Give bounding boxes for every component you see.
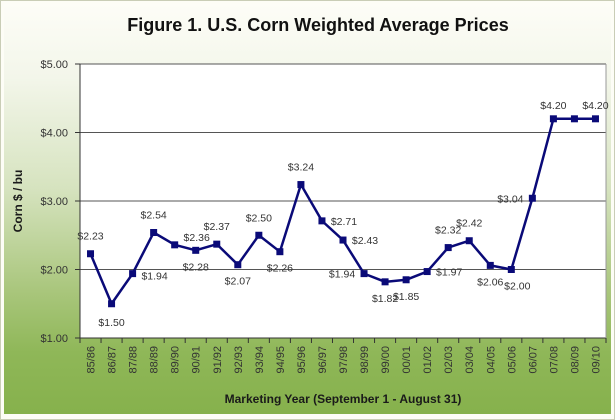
- x-tick-label: 97/98: [338, 346, 350, 374]
- y-axis-title: Corn $ / bu: [11, 170, 25, 233]
- data-label: $1.94: [329, 269, 355, 281]
- x-tick-label: 00/01: [401, 346, 413, 374]
- data-label: $2.28: [183, 261, 209, 273]
- x-tick-label: 85/86: [86, 346, 98, 374]
- data-label: $2.37: [204, 221, 230, 233]
- x-tick-label: 98/99: [359, 346, 371, 374]
- y-tick-label: $2.00: [40, 265, 68, 277]
- x-tick-label: 01/02: [422, 346, 434, 374]
- x-tick-label: 03/04: [464, 346, 476, 374]
- x-tick-label: 02/03: [443, 346, 455, 374]
- data-point-marker: [360, 270, 368, 278]
- data-label: $4.20: [540, 100, 566, 112]
- data-label: $2.26: [267, 263, 293, 275]
- data-point-marker: [171, 241, 179, 249]
- x-tick-label: 07/08: [548, 346, 560, 374]
- y-tick-label: $5.00: [40, 59, 68, 71]
- x-tick-label: 99/00: [380, 346, 392, 374]
- x-tick-label: 93/94: [254, 346, 266, 374]
- data-point-marker: [129, 270, 137, 278]
- x-tick-label: 89/90: [170, 346, 182, 374]
- chart-title: Figure 1. U.S. Corn Weighted Average Pri…: [127, 15, 508, 35]
- data-label: $2.07: [225, 276, 251, 288]
- x-tick-label: 88/89: [149, 346, 161, 374]
- data-label: $1.82: [372, 293, 398, 305]
- x-tick-label: 06/07: [527, 346, 539, 374]
- data-label: $2.71: [331, 216, 357, 228]
- y-tick-label: $1.00: [40, 333, 68, 345]
- data-point-marker: [528, 194, 536, 202]
- data-point-marker: [444, 244, 452, 252]
- data-label: $2.23: [77, 231, 103, 243]
- data-label: $2.00: [504, 281, 530, 293]
- series-layer: [87, 115, 599, 308]
- data-label: $1.94: [141, 271, 167, 283]
- data-point-marker: [381, 278, 389, 286]
- data-point-marker: [87, 250, 95, 258]
- x-tick-label: 04/05: [485, 346, 497, 374]
- data-label: $3.04: [497, 193, 523, 205]
- data-point-marker: [486, 261, 494, 269]
- x-tick-label: 87/88: [128, 346, 140, 374]
- data-label: $2.42: [456, 218, 482, 230]
- x-tick-label: 92/93: [233, 346, 245, 374]
- data-point-marker: [213, 240, 221, 248]
- data-point-marker: [276, 248, 284, 256]
- data-point-marker: [570, 115, 578, 123]
- x-tick-label: 90/91: [191, 346, 203, 374]
- y-tick-label: $4.00: [40, 128, 68, 140]
- data-label: $2.32: [435, 225, 461, 237]
- x-tick-label: 94/95: [275, 346, 287, 374]
- data-point-marker: [192, 246, 200, 254]
- gridlines: [80, 63, 606, 270]
- x-tick-label: 96/97: [317, 346, 329, 374]
- data-label: $2.36: [184, 232, 210, 244]
- x-axis-ticks: 85/86 86/87 87/88 88/89 89/90 90/91 91/92 92/93…: [79, 338, 607, 374]
- data-label: $3.24: [288, 162, 314, 174]
- data-point-marker: [318, 217, 326, 225]
- data-point-marker: [423, 268, 431, 276]
- data-point-marker: [255, 231, 263, 239]
- x-tick-label: 95/96: [296, 346, 308, 374]
- data-label: $1.97: [436, 267, 462, 279]
- y-axis-ticks: $1.00 $2.00 $3.00 $4.00 $5.00: [40, 59, 80, 345]
- x-axis-title: Marketing Year (September 1 - August 31): [225, 392, 462, 406]
- x-tick-label: 09/10: [590, 346, 602, 374]
- data-label: $2.06: [477, 276, 503, 288]
- x-tick-label: 91/92: [212, 346, 224, 374]
- data-label: $1.85: [393, 291, 419, 303]
- x-tick-label: 86/87: [107, 346, 119, 374]
- data-point-marker: [507, 266, 515, 273]
- data-point-marker: [465, 237, 473, 245]
- data-point-marker: [591, 115, 599, 123]
- data-labels: $2.23 $1.50 $1.94 $2.54 $2.36 $2.28 $2.37 $2.07…: [77, 100, 608, 329]
- x-tick-label: 05/06: [506, 346, 518, 374]
- data-label: $2.43: [352, 235, 378, 247]
- data-label: $2.50: [246, 212, 272, 224]
- y-tick-label: $3.00: [40, 196, 68, 208]
- data-point-marker: [234, 261, 242, 269]
- data-label: $1.50: [98, 317, 124, 329]
- data-label: $2.54: [140, 210, 166, 222]
- data-point-marker: [402, 276, 410, 284]
- data-point-marker: [150, 229, 158, 237]
- data-point-marker: [549, 115, 557, 123]
- data-point-marker: [108, 300, 116, 308]
- x-tick-label: 08/09: [569, 346, 581, 374]
- data-point-marker: [339, 236, 347, 244]
- data-point-marker: [297, 181, 305, 189]
- data-label: $4.20: [582, 100, 608, 112]
